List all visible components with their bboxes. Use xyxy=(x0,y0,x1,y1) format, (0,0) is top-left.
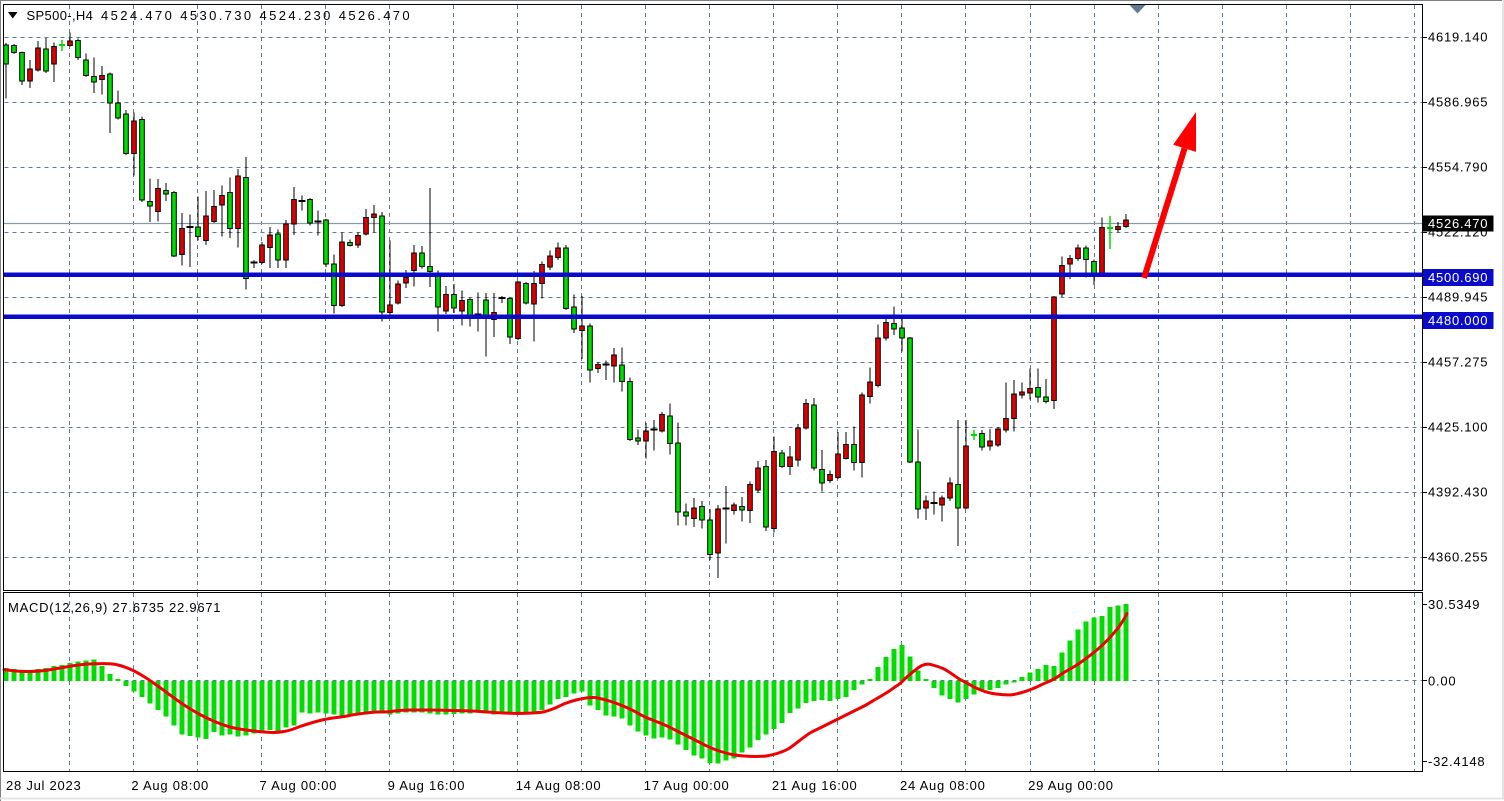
svg-text:0.00: 0.00 xyxy=(1428,674,1456,689)
svg-text:4480.000: 4480.000 xyxy=(1428,313,1488,328)
svg-text:21 Aug 16:00: 21 Aug 16:00 xyxy=(772,778,858,793)
svg-text:SP500-,H4: SP500-,H4 xyxy=(27,8,94,23)
svg-text:4489.945: 4489.945 xyxy=(1428,290,1488,305)
svg-text:4524.470 4530.730 4524.230 452: 4524.470 4530.730 4524.230 4526.470 xyxy=(101,8,412,23)
svg-text:29 Aug 00:00: 29 Aug 00:00 xyxy=(1028,778,1114,793)
svg-text:4392.430: 4392.430 xyxy=(1428,485,1488,500)
svg-text:9 Aug 16:00: 9 Aug 16:00 xyxy=(388,778,466,793)
svg-text:24 Aug 08:00: 24 Aug 08:00 xyxy=(900,778,986,793)
svg-text:4619.140: 4619.140 xyxy=(1428,30,1488,45)
svg-text:MACD(12,26,9) 27.6735 22.9671: MACD(12,26,9) 27.6735 22.9671 xyxy=(8,600,221,615)
svg-text:4457.275: 4457.275 xyxy=(1428,355,1488,370)
svg-text:4554.790: 4554.790 xyxy=(1428,160,1488,175)
svg-text:17 Aug 00:00: 17 Aug 00:00 xyxy=(644,778,730,793)
svg-text:30.5349: 30.5349 xyxy=(1428,597,1480,612)
svg-text:4425.100: 4425.100 xyxy=(1428,420,1488,435)
svg-text:2 Aug 08:00: 2 Aug 08:00 xyxy=(131,778,209,793)
svg-text:4586.965: 4586.965 xyxy=(1428,95,1488,110)
svg-text:-32.4148: -32.4148 xyxy=(1428,754,1485,769)
svg-text:4360.255: 4360.255 xyxy=(1428,550,1488,565)
svg-text:28 Jul 2023: 28 Jul 2023 xyxy=(6,778,81,793)
svg-text:14 Aug 08:00: 14 Aug 08:00 xyxy=(516,778,602,793)
svg-text:4500.690: 4500.690 xyxy=(1428,270,1488,285)
svg-text:7 Aug 00:00: 7 Aug 00:00 xyxy=(260,778,338,793)
svg-text:4526.470: 4526.470 xyxy=(1428,216,1488,231)
